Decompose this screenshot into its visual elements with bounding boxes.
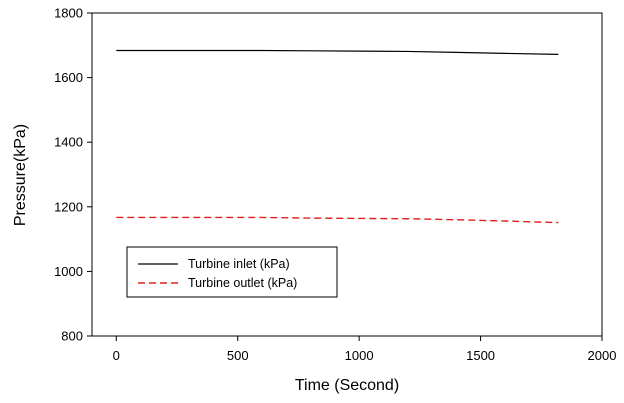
x-axis-title: Time (Second) [295,377,399,394]
legend: Turbine inlet (kPa) Turbine outlet (kPa) [126,246,338,298]
turbine-inlet-line [116,49,559,55]
legend-label-turbine-outlet: Turbine outlet (kPa) [188,276,297,290]
y-tick-label: 1400 [54,135,83,150]
x-tick-label: 2000 [588,348,617,363]
y-tick-label: 1600 [54,70,83,85]
y-tick-label: 800 [61,329,83,344]
y-tick-label: 1200 [54,199,83,214]
turbine-outlet-line [116,216,559,224]
series-layer [116,49,559,224]
y-tick-label: 1000 [54,264,83,279]
x-tick-label: 1500 [466,348,495,363]
plot-area-frame [91,12,603,337]
x-tick-label: 1000 [345,348,374,363]
legend-label-turbine-inlet: Turbine inlet (kPa) [188,257,290,271]
x-tick-label: 0 [113,348,120,363]
legend-box [126,246,338,298]
x-axis-ticks: 0 500 1000 1500 2000 [113,336,617,363]
y-axis-title: Pressure(kPa) [12,124,29,226]
y-axis-ticks: 800 1000 1200 1400 1600 1800 [54,6,92,344]
x-tick-label: 500 [227,348,249,363]
y-tick-label: 1800 [54,6,83,21]
